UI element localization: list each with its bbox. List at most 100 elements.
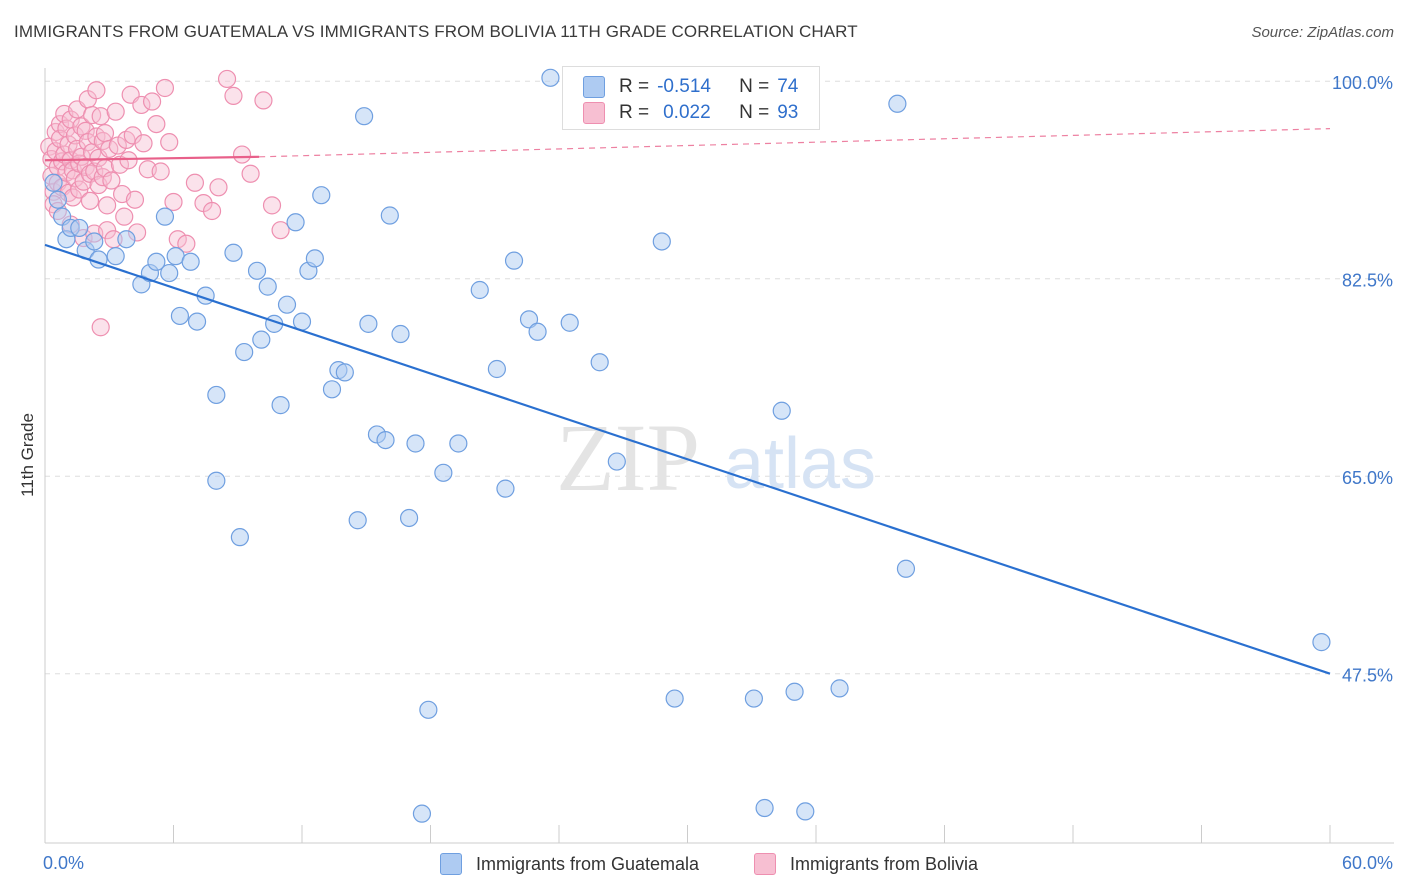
bolivia-point	[91, 318, 110, 337]
bolivia-point	[241, 164, 260, 183]
guatemala-point	[70, 218, 89, 238]
bolivia-point	[147, 114, 166, 134]
guatemala-point	[376, 431, 395, 450]
chart-title: IMMIGRANTS FROM GUATEMALA VS IMMIGRANTS …	[14, 22, 858, 41]
bolivia-point	[155, 78, 175, 98]
guatemala-point	[170, 306, 190, 326]
legend-r-label: R =	[619, 102, 650, 123]
bolivia-point	[177, 234, 196, 253]
legend-n-label: N =	[739, 102, 770, 123]
guatemala-point	[399, 508, 419, 528]
guatemala-point	[652, 232, 671, 251]
legend-row-guatemala: R = -0.514 N = 74	[583, 75, 798, 99]
watermark-atlas: atlas	[724, 424, 876, 504]
bolivia-point	[254, 91, 273, 110]
bolivia-point	[262, 196, 282, 215]
bolivia-point	[232, 145, 252, 164]
guatemala-point	[470, 280, 489, 300]
guatemala-point	[1312, 633, 1331, 652]
bolivia-point	[106, 102, 125, 121]
axes	[44, 68, 1394, 844]
legend-n-guatemala: 74	[777, 76, 799, 97]
bottom-legend-label-guatemala: Immigrants from Guatemala	[476, 853, 700, 874]
stats-legend: R = -0.514 N = 74 R = 0.022 N = 93	[562, 66, 820, 130]
guatemala-point	[271, 396, 290, 415]
bolivia-point	[76, 121, 95, 140]
guatemala-point	[44, 173, 63, 192]
guatemala-point	[528, 322, 547, 341]
guatemala-point	[312, 186, 331, 205]
bolivia-point	[110, 155, 130, 174]
y-tick-label: 82.5%	[1342, 271, 1393, 291]
bolivia-point	[160, 133, 179, 152]
guatemala-point	[160, 263, 179, 283]
bottom-legend-bolivia: Immigrants from Bolivia	[754, 852, 978, 876]
guatemala-trend-line	[44, 243, 1331, 675]
legend-r-label: R =	[619, 76, 650, 97]
bolivia-point	[164, 192, 183, 212]
guatemala-point	[796, 802, 815, 821]
guatemala-point	[230, 528, 249, 547]
legend-n-label: N =	[739, 76, 770, 97]
guatemala-point	[380, 206, 399, 225]
guatemala-point	[772, 401, 791, 420]
y-tick-label: 100.0%	[1332, 73, 1393, 93]
guatemala-point	[412, 804, 432, 823]
bolivia-point	[217, 69, 237, 89]
bolivia-point	[98, 196, 117, 215]
guatemala-point	[419, 700, 438, 719]
guatemala-point	[355, 107, 374, 126]
legend-r-bolivia: 0.022	[663, 102, 711, 123]
bolivia-point	[224, 86, 243, 105]
bolivia-point	[59, 135, 78, 154]
guatemala-point	[277, 295, 297, 314]
trend-lines	[44, 128, 1331, 675]
bolivia-trend-extension	[259, 128, 1331, 158]
watermark: ZIP atlas	[556, 404, 876, 511]
x-tick-label-max: 60.0%	[1342, 853, 1393, 873]
guatemala-point	[541, 68, 560, 87]
guatemala-point	[181, 252, 200, 271]
bolivia-point	[271, 221, 290, 240]
bolivia-point	[209, 178, 228, 197]
guatemala-point	[755, 798, 774, 818]
bolivia-point	[80, 191, 100, 210]
y-axis-label: 11th Grade	[18, 413, 37, 497]
bolivia-points	[40, 69, 290, 337]
bolivia-point	[91, 107, 110, 126]
y-tick-label: 47.5%	[1342, 666, 1393, 686]
legend-row-bolivia: R = 0.022 N = 93	[583, 101, 798, 125]
guatemala-point	[224, 243, 243, 262]
bottom-legend-swatch-blue	[440, 853, 462, 875]
guatemala-point	[519, 310, 539, 329]
guatemala-point	[252, 330, 271, 349]
guatemala-point	[207, 471, 226, 490]
legend-n-bolivia: 93	[777, 102, 799, 123]
legend-swatch-blue	[583, 76, 605, 98]
guatemala-point	[487, 359, 506, 379]
guatemala-point	[449, 434, 468, 453]
guatemala-point	[590, 353, 609, 372]
guatemala-point	[744, 689, 763, 708]
watermark-zip: ZIP	[556, 404, 700, 511]
guatemala-point	[247, 261, 267, 280]
bolivia-point	[115, 207, 134, 226]
bolivia-point	[125, 190, 145, 209]
legend-swatch-pink	[583, 102, 605, 124]
bolivia-point	[95, 124, 115, 143]
guatemala-point	[155, 207, 175, 226]
tick-labels: 100.0% 82.5% 65.0% 47.5% 0.0% 60.0%	[43, 73, 1393, 873]
guatemala-point	[607, 452, 626, 471]
guatemala-point	[235, 342, 254, 362]
bolivia-trend-line	[44, 155, 260, 162]
guatemala-point	[359, 314, 378, 333]
guatemala-point	[434, 463, 453, 482]
guatemala-point	[322, 380, 342, 399]
bottom-legend-guatemala: Immigrants from Guatemala	[440, 852, 699, 876]
bottom-legend-label-bolivia: Immigrants from Bolivia	[790, 853, 979, 874]
guatemala-point	[305, 249, 324, 268]
guatemala-point	[48, 190, 67, 209]
guatemala-point	[335, 363, 354, 382]
bolivia-point	[151, 162, 170, 181]
guatemala-point	[560, 313, 579, 332]
